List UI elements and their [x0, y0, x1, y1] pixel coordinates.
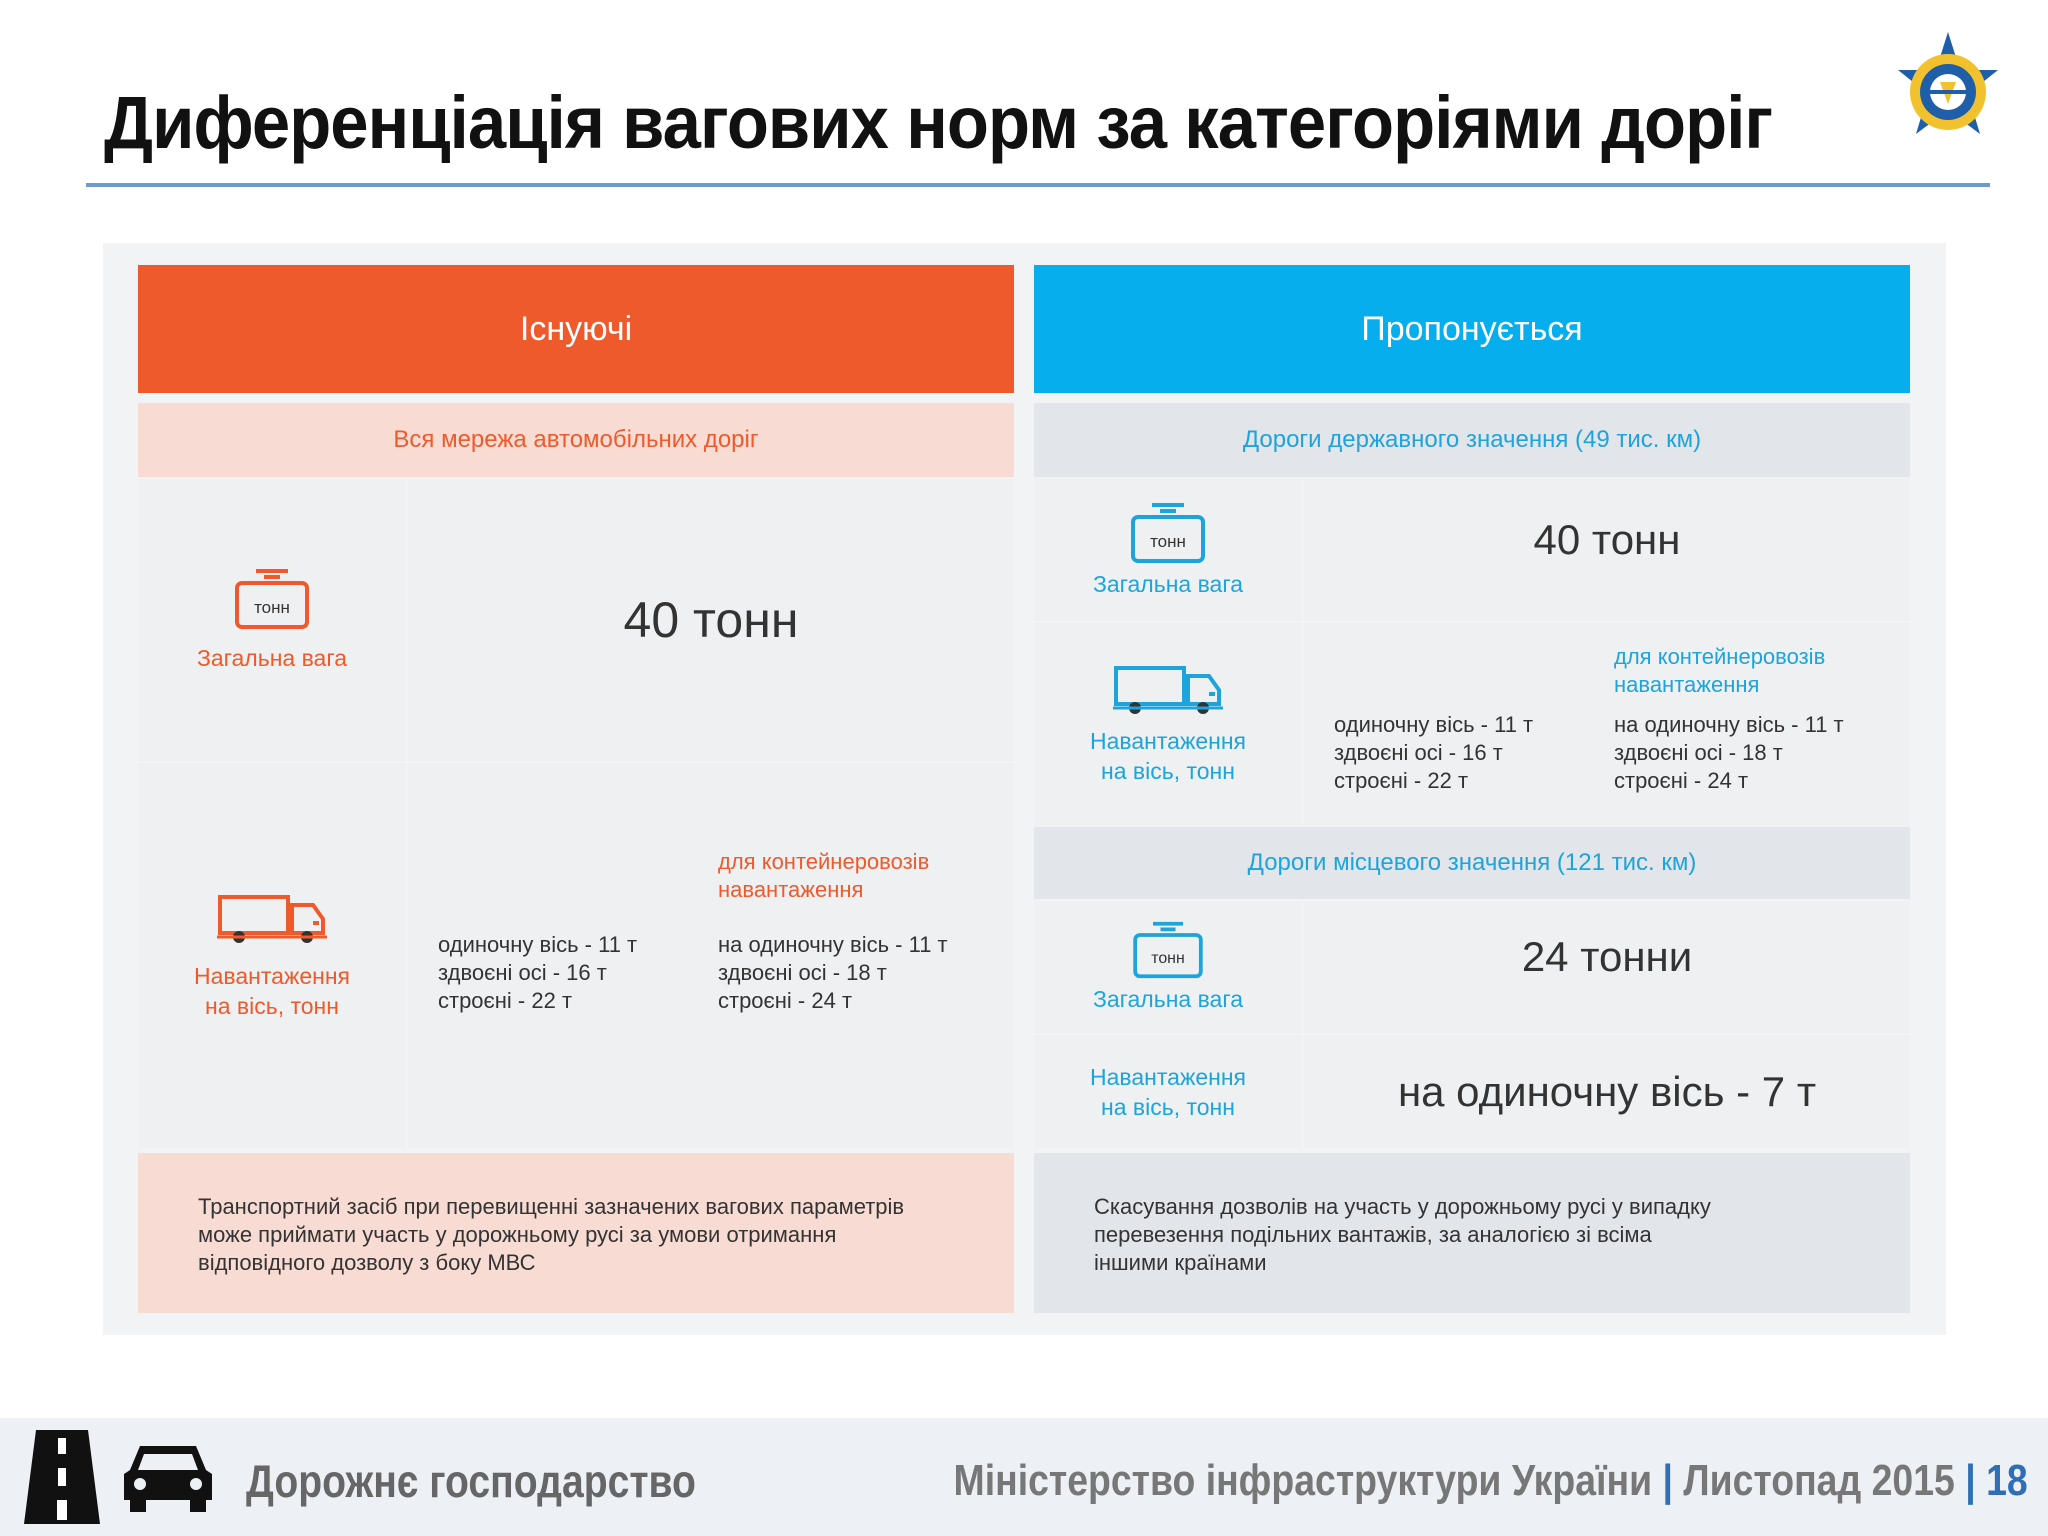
page-title: Диференціація вагових норм за категоріям… — [104, 81, 1773, 164]
weight-icon: тонн — [1131, 503, 1205, 563]
weight-icon: тонн — [1133, 921, 1203, 979]
state-container-title: для контейнеровозів навантаження — [1614, 644, 1826, 697]
existing-axle-container: на одиночну вісь - 11 т здвоєні осі - 18… — [718, 932, 948, 1013]
state-axle-label-line1: Навантаження — [1090, 728, 1246, 754]
existing-total-weight-label: тонн Загальна вага — [138, 479, 406, 761]
local-axle-load-label: Навантаження на вісь, тонн — [1034, 1035, 1302, 1148]
local-total-value: 24 тонни — [1304, 901, 1910, 1033]
title-divider — [86, 183, 1990, 187]
existing-network-label: Вся мережа автомобільних доріг — [138, 403, 1014, 477]
existing-total-label: Загальна вага — [196, 645, 348, 671]
road-icon — [24, 1430, 100, 1524]
proposed-note: Скасування дозволів на участь у дорожньо… — [1034, 1153, 1910, 1313]
local-axle-label-line1: Навантаження — [1090, 1063, 1246, 1090]
existing-note: Транспортний засіб при перевищенні зазна… — [138, 1153, 1014, 1313]
local-axle-label-line2: на вісь, тонн — [1101, 1093, 1235, 1120]
weight-icon-label: тонн — [1150, 532, 1186, 551]
proposed-header: Пропонується — [1034, 265, 1910, 393]
local-total-weight-label: тонн Загальна вага — [1034, 901, 1302, 1033]
existing-axle-label-line1: Навантаження — [194, 962, 350, 989]
existing-axle-general: одиночну вісь - 11 т здвоєні осі - 16 т … — [438, 932, 638, 1013]
truck-icon — [217, 894, 327, 943]
car-icon — [124, 1446, 212, 1512]
footer-ministry: Міністерство інфраструктури України — [953, 1456, 1653, 1505]
local-roads-label: Дороги місцевого значення (121 тис. км) — [1034, 827, 1910, 899]
truck-icon — [1113, 666, 1223, 714]
ministry-emblem-icon — [1898, 32, 1998, 134]
existing-header: Існуючі — [138, 265, 1014, 393]
existing-total-value: 40 тонн — [408, 479, 1014, 761]
state-axle-load-label: Навантаження на вісь, тонн — [1034, 623, 1302, 825]
footer-bar — [0, 1418, 2048, 1536]
footer-date: Листопад 2015 — [1683, 1456, 1956, 1505]
footer-section-title: Дорожнє господарство — [246, 1455, 696, 1507]
existing-container-title: для контейнеровозів навантаження — [718, 849, 930, 902]
state-axle-container: на одиночну вісь - 11 т здвоєні осі - 18… — [1614, 712, 1844, 793]
state-axle-label-line2: на вісь, тонн — [1101, 758, 1235, 784]
state-total-value: 40 тонн — [1304, 479, 1910, 621]
footer-info: Міністерство інфраструктури України | Ли… — [954, 1453, 2028, 1509]
existing-axle-load-label: Навантаження на вісь, тонн — [138, 763, 406, 1148]
footer-separator: | — [1662, 1456, 1674, 1505]
weight-icon-label: тонн — [254, 598, 290, 617]
existing-axle-label-line2: на вісь, тонн — [205, 992, 339, 1019]
state-total-weight-label: тонн Загальна вага — [1034, 479, 1302, 621]
page-number: 18 — [1986, 1456, 2028, 1505]
comparison-panel: Існуючі Вся мережа автомобільних доріг т… — [103, 243, 1946, 1335]
weight-icon: тонн — [235, 569, 309, 629]
state-axle-general: одиночну вісь - 11 т здвоєні осі - 16 т … — [1334, 712, 1534, 793]
existing-axle-values: одиночну вісь - 11 т здвоєні осі - 16 т … — [408, 763, 1014, 1148]
state-roads-label: Дороги державного значення (49 тис. км) — [1034, 403, 1910, 477]
local-axle-value: на одиночну вісь - 7 т — [1304, 1035, 1910, 1148]
local-total-label: Загальна вага — [1092, 986, 1244, 1012]
state-axle-values: одиночну вісь - 11 т здвоєні осі - 16 т … — [1304, 623, 1910, 825]
weight-icon-label: тонн — [1151, 950, 1185, 967]
footer-separator: | — [1965, 1456, 1976, 1505]
state-total-label: Загальна вага — [1092, 571, 1244, 597]
